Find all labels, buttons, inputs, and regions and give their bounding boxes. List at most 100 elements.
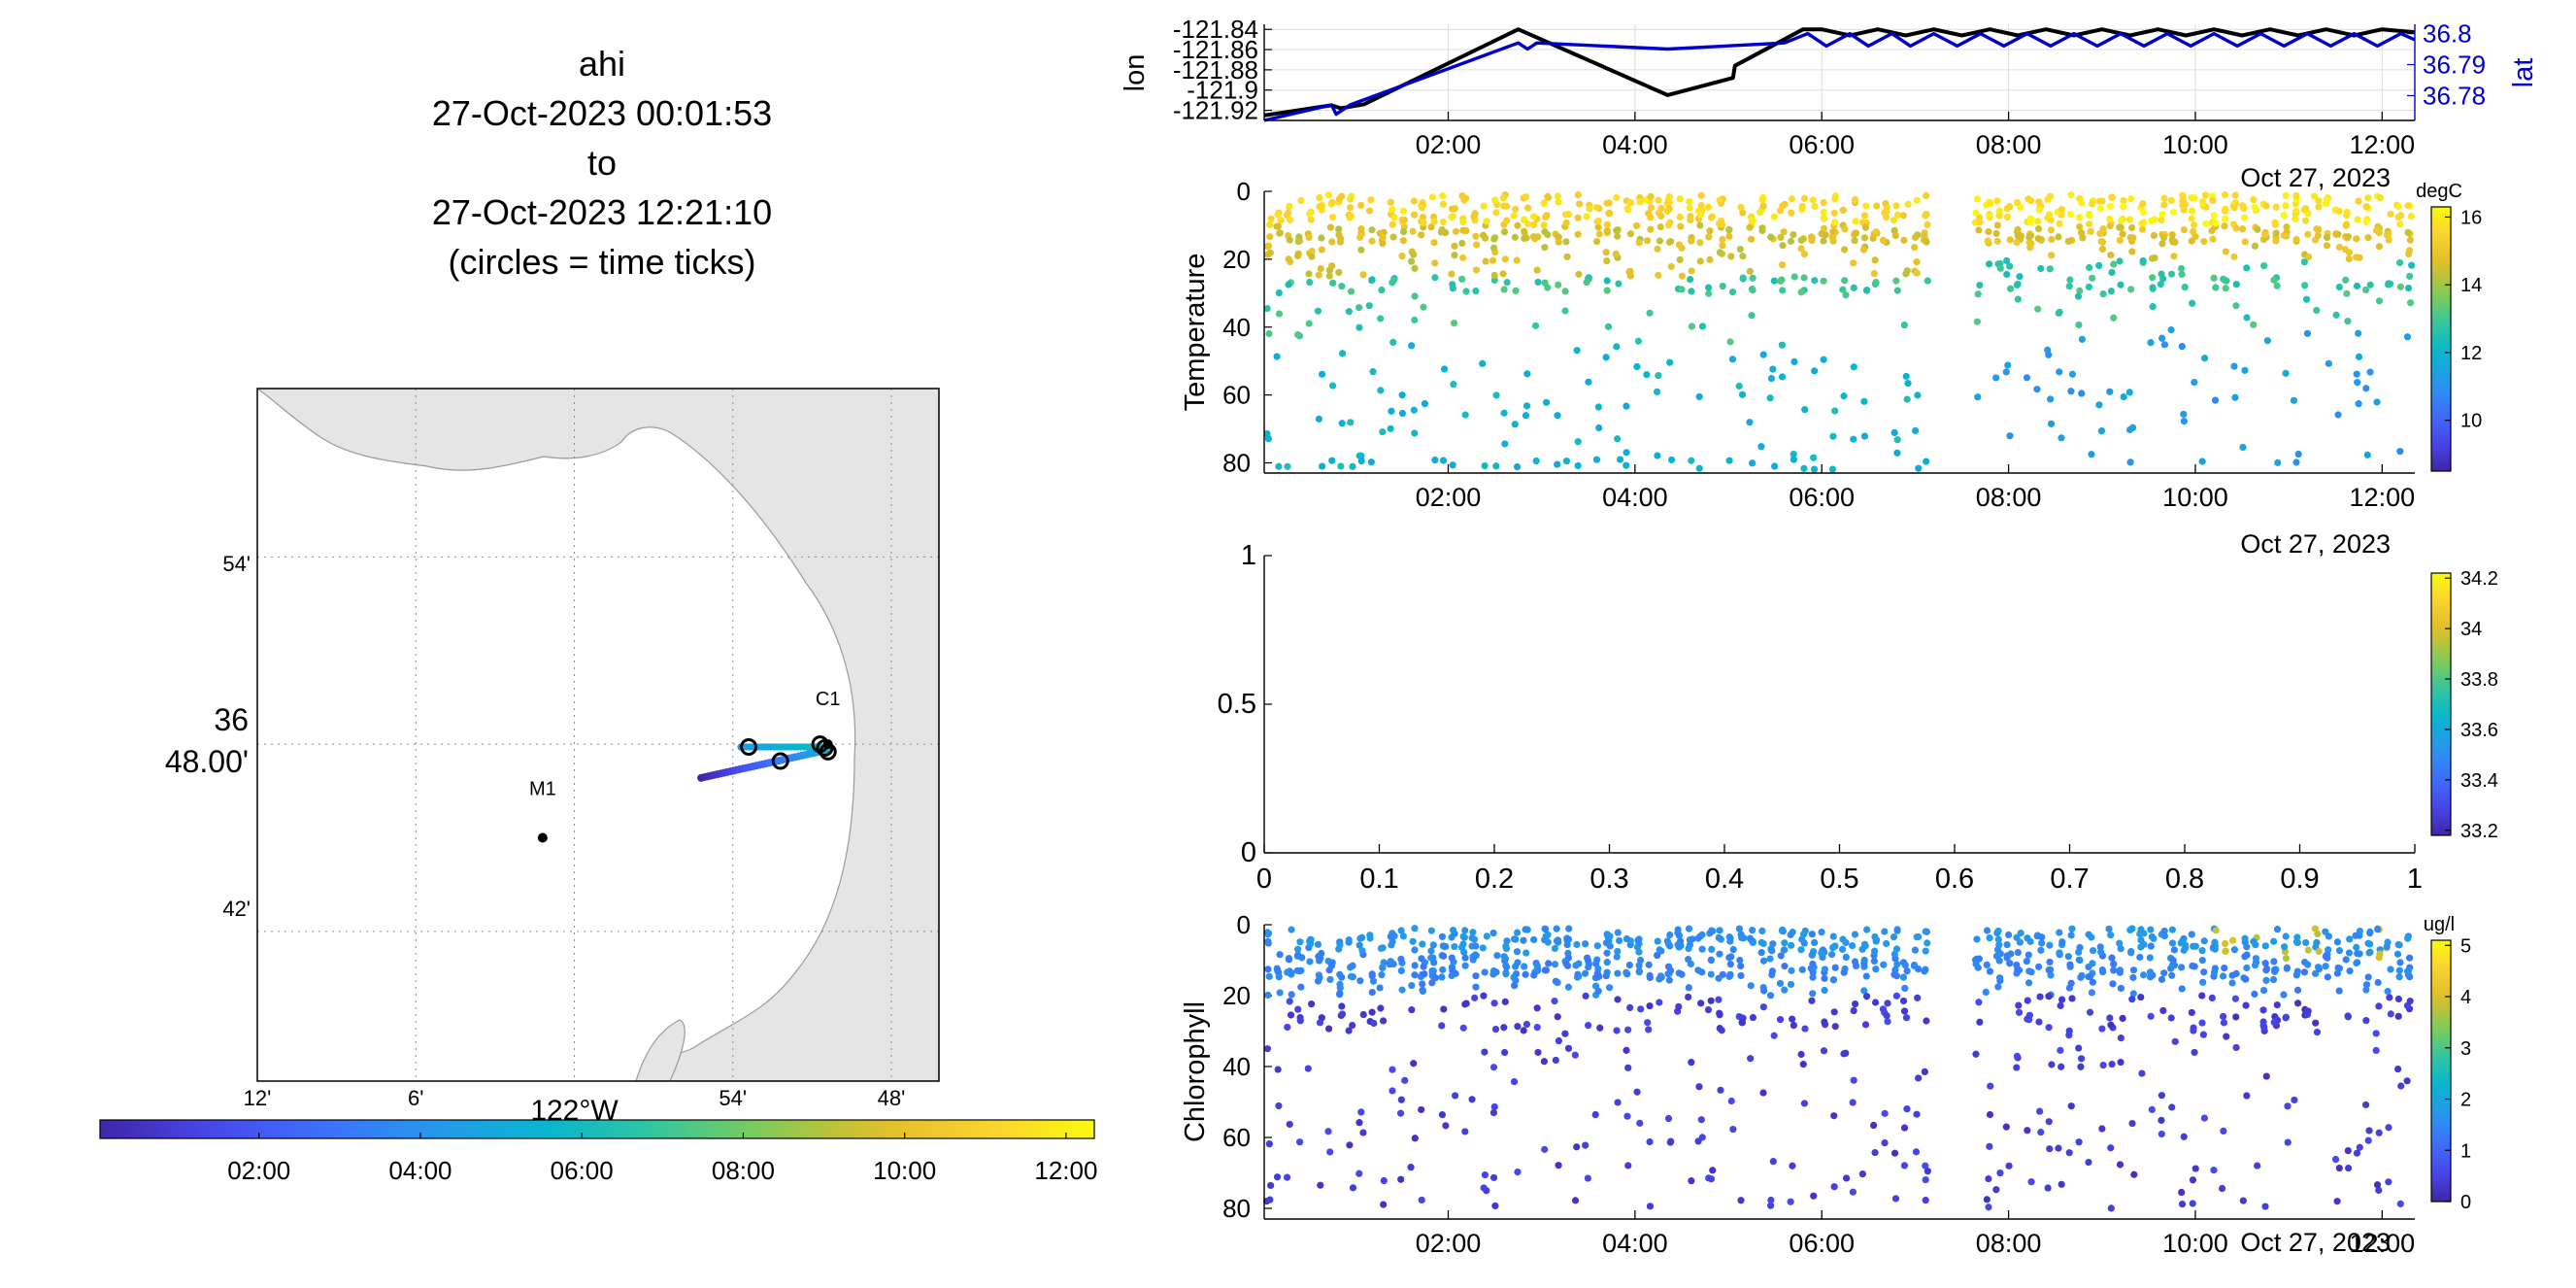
- chl-point: [1603, 931, 1611, 938]
- chl-point: [1451, 1092, 1459, 1100]
- sal-xtick-label: 0.9: [2280, 864, 2319, 895]
- chl-point: [2356, 928, 2363, 935]
- chl-point: [1358, 947, 1366, 955]
- temp-point: [1266, 233, 1274, 241]
- temp-point: [1893, 436, 1901, 444]
- temp-point: [2332, 230, 2340, 238]
- temp-point: [1840, 392, 1848, 400]
- chl-point: [2396, 959, 2404, 966]
- temp-point: [2290, 396, 2298, 404]
- chl-point: [1520, 936, 1527, 944]
- chl-point: [1759, 983, 1767, 992]
- chl-point: [1809, 960, 1817, 968]
- chl-point: [2232, 969, 2240, 977]
- chl-point: [1747, 1055, 1755, 1063]
- temp-point: [1576, 200, 1584, 208]
- chl-point: [2261, 942, 2269, 950]
- chl-point: [1552, 1056, 1559, 1065]
- chl-point: [1716, 950, 1723, 958]
- temp-point: [1267, 215, 1275, 222]
- chl-point: [2335, 1164, 2343, 1172]
- chl-point: [1489, 1108, 1498, 1117]
- temp-point: [1595, 205, 1603, 213]
- temp-point: [2047, 395, 2055, 403]
- temp-point: [1266, 220, 1274, 229]
- temp-point: [2117, 281, 2124, 288]
- temp-point: [2222, 215, 2229, 222]
- temp-point: [1883, 204, 1891, 212]
- temp-point: [2048, 235, 2056, 244]
- chl-point: [1345, 1027, 1353, 1034]
- chl-point: [2128, 996, 2136, 1003]
- temp-point: [2097, 427, 2106, 435]
- temp-point: [2119, 230, 2126, 238]
- temp-point: [1903, 395, 1911, 403]
- temp-point: [1501, 255, 1509, 263]
- temp-point: [2079, 234, 2087, 242]
- chl-point: [2273, 926, 2282, 933]
- temp-point: [1490, 271, 1498, 279]
- temp-point: [1294, 250, 1302, 257]
- chl-point: [1779, 926, 1787, 933]
- chl-point: [2366, 940, 2374, 948]
- temp-point: [1850, 259, 1857, 267]
- chl-point: [1623, 1112, 1631, 1120]
- chl-colorbar: [2430, 939, 2452, 1203]
- chl-point: [1325, 1025, 1333, 1033]
- map-lon-label-12: 12': [244, 1086, 272, 1110]
- temp-point: [2078, 335, 2087, 343]
- temp-point: [1440, 365, 1449, 373]
- chl-point: [2064, 953, 2072, 961]
- temp-point: [2263, 337, 2271, 345]
- chl-point: [1522, 949, 1530, 957]
- chl-point: [1502, 962, 1510, 969]
- temp-point: [1492, 391, 1500, 399]
- temp-point: [1285, 255, 1292, 263]
- temp-point: [2129, 234, 2137, 242]
- chl-point: [2270, 937, 2278, 945]
- chl-point: [1910, 962, 1919, 969]
- temp-point: [1275, 288, 1283, 297]
- temp-point: [1452, 227, 1460, 235]
- chl-point: [1913, 933, 1921, 941]
- chl-point: [1582, 1141, 1589, 1149]
- chl-point: [1626, 1003, 1634, 1012]
- chl-point: [2386, 994, 2393, 1001]
- sal-colorbar-label: 33.8: [2460, 669, 2498, 691]
- temp-point: [1410, 211, 1419, 219]
- temp-point: [2363, 451, 2371, 458]
- chl-point: [2024, 1016, 2033, 1024]
- temp-point: [2120, 203, 2127, 211]
- chl-point: [1359, 1010, 1367, 1019]
- chl-point: [1438, 1022, 1446, 1030]
- chl-point: [1500, 1024, 1508, 1032]
- chl-point: [1411, 946, 1419, 954]
- temp-point: [2177, 264, 2186, 273]
- temp-point: [2407, 213, 2415, 220]
- temp-point: [1472, 232, 1480, 240]
- chl-point: [2170, 946, 2178, 954]
- chl-point: [1540, 1058, 1549, 1066]
- chl-point: [2045, 1118, 2053, 1126]
- chl-point: [2282, 932, 2290, 940]
- temp-point: [1914, 391, 1922, 399]
- chl-point: [1858, 1169, 1866, 1178]
- temp-point: [2366, 281, 2374, 288]
- temp-point: [1788, 195, 1795, 203]
- temp-point: [1983, 201, 1991, 209]
- chl-point: [1637, 1005, 1645, 1013]
- temp-point: [2292, 207, 2300, 215]
- temp-point: [1788, 209, 1795, 217]
- chl-point: [2171, 1037, 2179, 1045]
- temp-point: [1294, 330, 1302, 339]
- temp-point: [2125, 425, 2134, 434]
- chl-point: [2373, 1181, 2382, 1189]
- temp-point: [1399, 237, 1407, 245]
- chl-point: [2146, 968, 2155, 976]
- temp-point: [1410, 406, 1418, 414]
- chl-point: [1418, 1196, 1425, 1204]
- temp-point: [2364, 194, 2372, 202]
- chl-point: [2220, 1019, 2228, 1027]
- temp-point: [1603, 227, 1611, 235]
- temp-point: [2046, 265, 2054, 273]
